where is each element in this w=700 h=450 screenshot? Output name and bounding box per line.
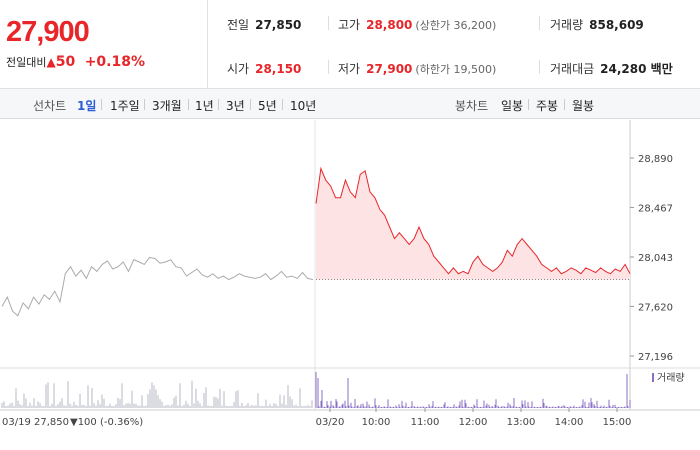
x-tick-label: 15:00 [603, 417, 632, 428]
stat-prev-close: 전일 27,850 [227, 18, 302, 32]
stat-volume: 거래량 858,609 [550, 18, 644, 32]
volume-bars: 거래량 [1, 372, 685, 408]
today-area-fill [316, 168, 630, 280]
stat-amount: 거래대금 24,280 백만 [550, 62, 673, 76]
current-price-box: 27,900 전일대비▲50 +0.18% [0, 0, 208, 89]
y-tick-label: 28,467 [638, 203, 673, 214]
chart-period-tabbar: 선차트 1일 1주일 3개월 1년 3년 5년 10년 봉차트 일봉 주봉 월봉 [0, 89, 700, 119]
volume-legend-label: 거래량 [657, 372, 685, 384]
tab-3m[interactable]: 3개월 [152, 99, 182, 113]
up-triangle-icon: ▲ [46, 55, 56, 69]
prev-day-close: 27,850 [34, 417, 69, 428]
volume-legend-swatch [652, 373, 654, 382]
x-tick-label: 12:00 [459, 417, 488, 428]
tab-10y[interactable]: 10년 [290, 99, 317, 113]
y-tick-label: 27,196 [638, 352, 673, 363]
stats-grid: 전일 27,850 고가 28,800 (상한가 36,200) 거래량 858,609… [209, 0, 700, 89]
y-tick-label: 28,890 [638, 154, 673, 165]
y-tick-label: 28,043 [638, 253, 673, 264]
price-summary: 27,900 전일대비▲50 +0.18% 전일 27,850 고가 28,800(… [0, 0, 700, 89]
change-row: 전일대비▲50 +0.18% [6, 54, 145, 70]
prev-day-date: 03/19 [2, 417, 31, 428]
tab-monthly-candle[interactable]: 월봉 [572, 99, 595, 113]
candle-chart-label: 봉차트 [455, 99, 489, 113]
tab-1y[interactable]: 1년 [195, 99, 214, 113]
tab-1w[interactable]: 1주일 [110, 99, 140, 113]
x-tick-label: 11:00 [411, 417, 440, 428]
tab-1d[interactable]: 1일 [77, 99, 97, 113]
prev-day-change: ▼100 (-0.36%) [70, 417, 143, 428]
current-price: 27,900 [6, 16, 90, 48]
tab-3y[interactable]: 3년 [226, 99, 245, 113]
x-tick-label: 14:00 [555, 417, 584, 428]
chart-footer: 03/19 27,850 ▼100 (-0.36%) [2, 417, 143, 428]
change-pct: +0.18% [84, 54, 146, 70]
tab-weekly-candle[interactable]: 주봉 [536, 99, 559, 113]
chart-grid [0, 120, 700, 411]
change-value: 50 [55, 54, 76, 70]
stat-high: 고가 28,800 (상한가 36,200) [338, 18, 497, 32]
x-axis: 03/20 10:00 11:00 12:00 13:00 14:00 15:00 [316, 408, 632, 428]
x-tick-label: 10:00 [362, 417, 391, 428]
tab-daily-candle[interactable]: 일봉 [501, 99, 524, 113]
line-chart-label: 선차트 [33, 99, 67, 113]
y-tick-label: 27,620 [638, 302, 673, 313]
stat-low: 저가 27,900 (하한가 19,500) [338, 62, 497, 76]
x-tick-label: 03/20 [316, 417, 345, 428]
stat-open: 시가 28,150 [227, 62, 302, 76]
x-tick-label: 13:00 [507, 417, 536, 428]
prev-day-line [1, 256, 314, 317]
change-label: 전일대비 [6, 56, 47, 69]
tab-5y[interactable]: 5년 [258, 99, 277, 113]
today-price-line [315, 166, 631, 275]
y-axis: 28,890 28,467 28,043 27,620 27,196 [630, 154, 673, 363]
price-chart[interactable]: 28,890 28,467 28,043 27,620 27,196 거래량 03/20… [0, 120, 700, 450]
prev-day-path [1, 256, 314, 317]
